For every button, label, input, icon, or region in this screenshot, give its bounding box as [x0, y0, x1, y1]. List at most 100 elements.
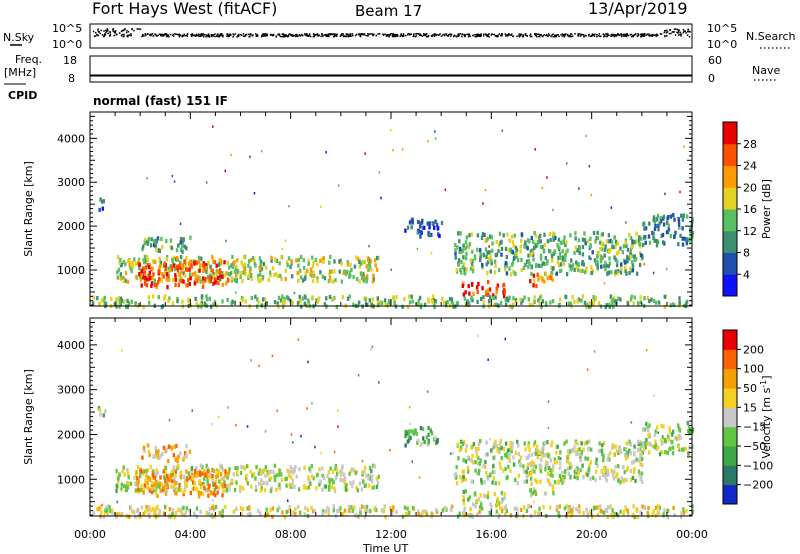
nsky-dot — [507, 33, 509, 36]
velocity-pixel — [166, 483, 169, 488]
nsky-dot — [114, 30, 116, 33]
velocity-pixel — [375, 508, 378, 513]
nsky-dot — [321, 33, 323, 35]
power-pixel — [530, 271, 533, 276]
nsky-dot — [271, 34, 273, 36]
velocity-pixel — [425, 512, 429, 517]
power-pixel — [673, 303, 676, 308]
velocity-pixel — [293, 484, 296, 489]
velocity-pixel — [149, 508, 152, 513]
velocity-pixel — [411, 505, 415, 511]
power-pixel — [573, 267, 576, 272]
nsky-dot — [142, 34, 144, 37]
velocity-pixel — [585, 440, 589, 445]
velocity-pixel — [250, 484, 253, 489]
velocity-pixel — [157, 449, 160, 454]
velocity-pixel — [403, 505, 407, 510]
power-noise — [566, 162, 568, 165]
nsky-dot — [534, 33, 536, 35]
nsky-dot — [198, 35, 200, 37]
power-pixel — [406, 225, 410, 230]
power-pixel — [406, 304, 410, 310]
nsky-dot — [228, 34, 230, 36]
velocity-pixel — [153, 453, 157, 459]
power-pixel — [495, 302, 498, 307]
velocity-noise — [314, 445, 316, 449]
nsky-dot — [682, 28, 685, 31]
nsky-dot — [617, 33, 620, 35]
power-colorbar-label: 28 — [743, 138, 757, 151]
nsky-dot — [488, 36, 490, 38]
nsky-dot — [361, 33, 363, 35]
velocity-noise — [489, 438, 491, 441]
velocity-pixel — [588, 439, 591, 444]
power-pixel — [313, 273, 316, 278]
velocity-pixel — [167, 477, 170, 482]
nsky-dot — [211, 34, 213, 36]
nsky-dot — [593, 35, 596, 38]
velocity-pixel — [158, 456, 161, 461]
nsky-dot — [463, 35, 466, 37]
power-pixel — [526, 238, 530, 243]
power-pixel — [232, 261, 235, 266]
power-pixel — [465, 251, 468, 256]
nsky-dot — [165, 33, 168, 35]
power-pixel — [570, 258, 573, 263]
power-pixel — [652, 235, 655, 241]
power-pixel — [612, 295, 615, 300]
velocity-pixel — [128, 514, 131, 519]
velocity-pixel — [368, 473, 371, 478]
power-pixel — [548, 231, 552, 237]
power-pixel — [119, 276, 122, 281]
power-pixel — [254, 263, 257, 268]
velocity-pixel — [144, 478, 147, 484]
power-pixel — [215, 263, 218, 268]
velocity-pixel — [612, 452, 616, 457]
power-pixel — [505, 271, 509, 276]
velocity-pixel — [632, 504, 635, 509]
velocity-pixel — [339, 477, 342, 482]
power-pixel — [615, 239, 618, 244]
velocity-pixel — [478, 461, 481, 466]
velocity-pixel — [348, 508, 351, 513]
power-pixel — [508, 266, 511, 271]
power-pixel — [423, 225, 426, 230]
power-pixel — [663, 294, 666, 299]
velocity-pixel — [427, 438, 431, 443]
nsky-dot — [275, 35, 277, 38]
power-pixel — [340, 261, 343, 266]
power-noise — [168, 271, 170, 274]
power-pixel — [674, 230, 677, 235]
nsky-dot — [679, 31, 681, 34]
power-pixel — [333, 269, 336, 274]
power-pixel — [163, 270, 166, 275]
nsky-dot — [95, 32, 97, 34]
power-pixel — [462, 255, 465, 260]
velocity-pixel — [532, 443, 536, 448]
velocity-pixel — [558, 460, 562, 465]
power-pixel — [600, 255, 604, 260]
power-pixel — [248, 259, 251, 264]
nsky-dot — [152, 35, 155, 37]
nsky-dot — [249, 33, 252, 35]
nsky-dot — [469, 35, 471, 37]
power-pixel — [262, 262, 265, 267]
velocity-noise — [500, 493, 502, 497]
nsky-dot — [420, 34, 422, 37]
power-pixel — [151, 259, 155, 264]
power-pixel — [267, 277, 270, 283]
velocity-pixel — [687, 428, 690, 434]
velocity-pixel — [264, 467, 267, 473]
nsky-dot — [130, 33, 132, 35]
velocity-pixel — [492, 455, 495, 460]
power-pixel — [367, 267, 370, 272]
power-pixel — [148, 300, 151, 305]
velocity-pixel — [369, 508, 372, 514]
nsky-dot — [126, 30, 128, 32]
velocity-pixel — [602, 465, 606, 471]
nsky-dot — [245, 34, 247, 36]
power-pixel — [635, 239, 638, 244]
nsky-dot — [616, 33, 619, 35]
velocity-pixel — [470, 479, 473, 484]
power-noise — [253, 192, 256, 195]
